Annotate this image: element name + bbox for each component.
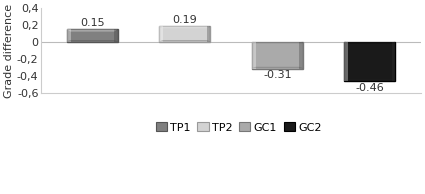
Bar <box>159 26 210 42</box>
Polygon shape <box>252 40 303 42</box>
Polygon shape <box>159 40 210 41</box>
Text: -0.31: -0.31 <box>263 70 292 80</box>
Polygon shape <box>114 29 118 42</box>
Polygon shape <box>252 67 303 68</box>
Bar <box>67 29 118 42</box>
Polygon shape <box>345 42 348 81</box>
Polygon shape <box>252 42 255 68</box>
Polygon shape <box>345 40 395 42</box>
Bar <box>345 42 395 81</box>
Polygon shape <box>207 26 210 42</box>
Polygon shape <box>67 40 118 41</box>
Polygon shape <box>67 29 71 42</box>
Y-axis label: Grade difference: Grade difference <box>4 4 14 98</box>
Polygon shape <box>299 42 303 68</box>
Polygon shape <box>159 26 210 28</box>
Text: 0.15: 0.15 <box>80 18 105 28</box>
Bar <box>252 42 303 68</box>
Polygon shape <box>67 29 118 32</box>
Polygon shape <box>345 80 395 81</box>
Legend: TP1, TP2, GC1, GC2: TP1, TP2, GC1, GC2 <box>151 118 326 137</box>
Text: 0.19: 0.19 <box>173 15 197 25</box>
Polygon shape <box>159 26 163 42</box>
Polygon shape <box>392 42 395 81</box>
Text: -0.46: -0.46 <box>356 83 384 93</box>
